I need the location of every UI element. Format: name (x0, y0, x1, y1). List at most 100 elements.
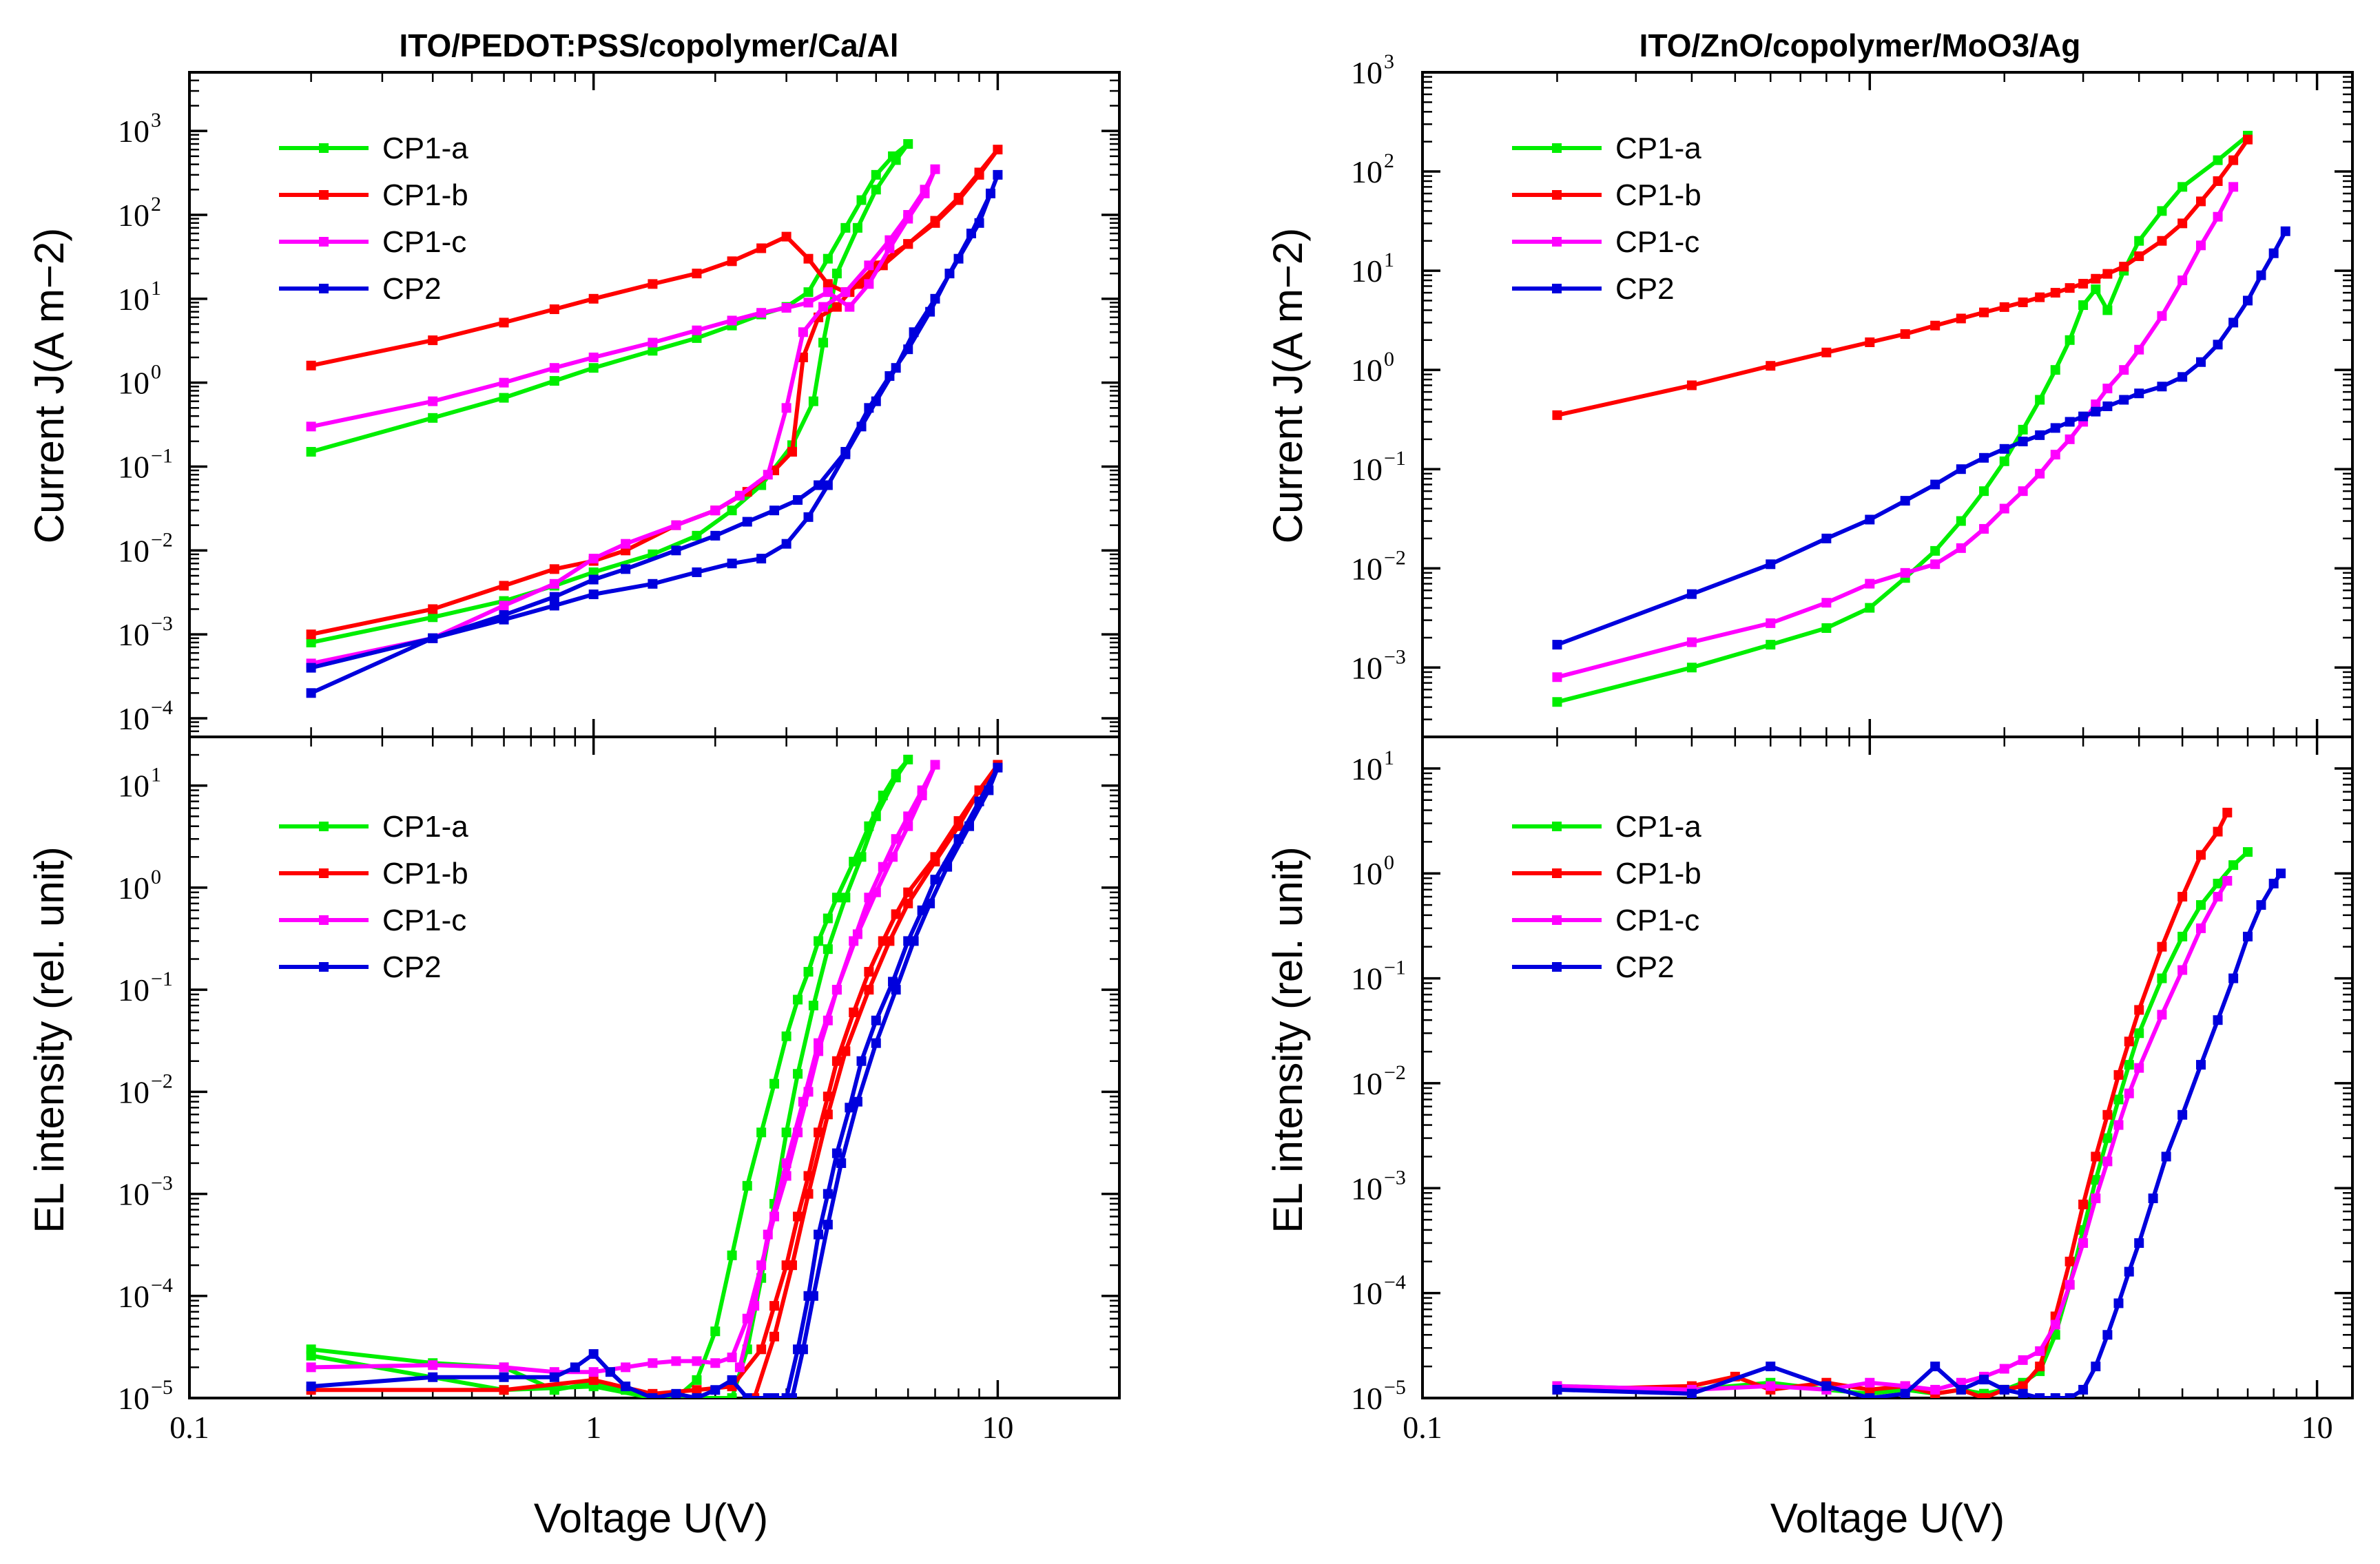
data-point-cp1-b (864, 985, 874, 995)
y-tick-label: 10 (1351, 1171, 1383, 1206)
data-point-cp1-b (856, 279, 867, 289)
y-tick-exponent: 0 (151, 361, 161, 384)
data-point-cp2 (2256, 900, 2266, 910)
legend-marker (319, 868, 329, 878)
data-point-cp1-b (930, 857, 940, 867)
data-point-cp1-c (871, 887, 881, 897)
data-point-cp1-b (903, 887, 913, 897)
data-point-cp2 (909, 327, 919, 337)
data-point-cp2 (891, 363, 901, 373)
data-point-cp2 (692, 567, 702, 577)
data-point-cp2 (1552, 640, 1562, 650)
data-point-cp2 (499, 1372, 509, 1382)
data-point-cp1-a (2091, 1175, 2101, 1185)
data-point-cp1-c (864, 260, 874, 271)
data-point-cp2 (549, 1372, 559, 1382)
data-point-cp2 (814, 1229, 824, 1240)
y-tick-label: 10 (1351, 55, 1383, 90)
data-point-cp2 (798, 1344, 808, 1355)
y-tick-exponent: 1 (1384, 249, 1394, 271)
data-point-cp1-c (822, 287, 833, 298)
y-tick-exponent: 1 (151, 277, 161, 300)
data-point-cp1-b (2065, 1256, 2075, 1266)
data-point-cp1-c (756, 1260, 767, 1271)
left-panel-title: ITO/PEDOT:PSS/copolymer/Ca/Al (399, 28, 898, 63)
data-point-cp1-c (781, 403, 791, 413)
data-point-cp1-b (499, 1385, 509, 1395)
data-point-cp1-c (1686, 637, 1697, 647)
plot-frame (1421, 71, 2354, 738)
legend-label: CP1-b (1615, 178, 1701, 212)
data-point-cp1-a (428, 413, 438, 423)
data-point-cp1-c (734, 490, 745, 501)
data-point-cp1-a (2065, 335, 2075, 345)
data-point-cp2 (692, 1393, 702, 1398)
data-point-cp1-c (2035, 468, 2045, 479)
data-point-cp1-b (864, 967, 874, 977)
data-point-cp1-b (2113, 1070, 2124, 1080)
data-point-cp1-b (588, 1375, 599, 1385)
x-tick-label: 1 (1862, 1410, 1878, 1445)
series-group (1552, 130, 2290, 707)
data-point-cp1-a (2124, 1060, 2134, 1070)
data-point-cp1-b (2228, 155, 2239, 165)
data-point-cp2 (769, 505, 780, 516)
data-point-cp1-c (756, 308, 767, 318)
data-point-cp2 (814, 480, 824, 490)
y-tick-exponent: −2 (151, 1070, 173, 1092)
data-point-cp2 (742, 1393, 752, 1398)
data-point-cp2 (2213, 340, 2223, 350)
y-tick-label: 10 (118, 701, 149, 736)
data-point-cp2 (1956, 464, 1966, 475)
data-point-cp2 (648, 1393, 658, 1398)
data-point-cp1-c (621, 539, 631, 549)
data-point-cp2 (974, 796, 984, 806)
data-point-cp2 (428, 633, 438, 643)
y-tick-exponent: 3 (151, 109, 161, 132)
data-point-cp1-a (306, 447, 316, 457)
data-point-cp1-a (2035, 395, 2045, 405)
y-tick-exponent: −3 (1384, 645, 1406, 668)
data-point-cp1-a (903, 754, 913, 764)
data-point-cp1-a (648, 346, 658, 356)
data-point-cp2 (1979, 452, 1989, 463)
data-point-cp2 (822, 1220, 833, 1230)
legend-label: CP2 (1615, 950, 1675, 984)
data-point-cp1-b (1999, 302, 2009, 312)
y-tick-exponent: −2 (1384, 1061, 1406, 1084)
data-point-cp1-b (781, 231, 791, 242)
data-point-cp2 (671, 545, 681, 556)
data-point-cp1-b (2091, 1151, 2101, 1162)
data-point-cp1-a (769, 1078, 780, 1089)
data-point-cp1-a (1552, 697, 1562, 707)
data-point-cp2 (856, 1056, 867, 1066)
data-point-cp2 (888, 977, 898, 987)
y-tick-exponent: −3 (1384, 1166, 1406, 1189)
data-point-cp1-c (840, 287, 851, 298)
data-point-cp1-c (692, 325, 702, 335)
data-point-cp1-a (742, 1180, 752, 1191)
plot-frame (1421, 736, 2354, 1399)
data-point-cp2 (2228, 973, 2239, 983)
plot-frame (188, 736, 1121, 1399)
data-point-cp1-a (871, 185, 881, 195)
series-group (1552, 807, 2286, 1398)
data-point-cp1-a (903, 139, 913, 149)
data-point-cp2 (840, 447, 851, 457)
data-point-cp1-b (2078, 1199, 2089, 1209)
data-point-cp2 (2280, 226, 2290, 236)
data-point-cp1-c (798, 327, 808, 337)
data-point-cp1-a (692, 333, 702, 343)
data-point-cp1-c (499, 377, 509, 388)
data-point-cp1-b (1956, 313, 1966, 324)
data-point-cp2 (1999, 1384, 2009, 1395)
data-point-cp1-c (1552, 672, 1562, 682)
legend-marker (1552, 915, 1562, 925)
data-point-cp1-a (2157, 973, 2167, 983)
data-point-cp1-b (1821, 347, 1832, 357)
data-point-cp1-c (2157, 1010, 2167, 1020)
data-point-cp2 (2243, 931, 2253, 941)
data-point-cp2 (2102, 1330, 2113, 1340)
legend-marker (319, 284, 329, 293)
